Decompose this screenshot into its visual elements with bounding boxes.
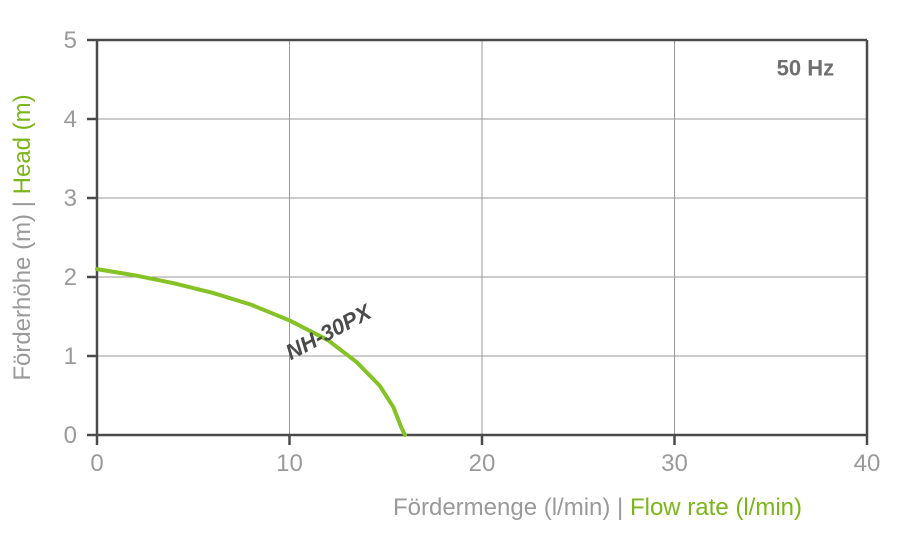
svg-text:1: 1 [64, 343, 77, 370]
svg-text:30: 30 [661, 450, 688, 477]
svg-text:3: 3 [64, 185, 77, 212]
pump-curve-chart: NH-30PX010203040012345Fördermenge (l/min… [0, 0, 906, 552]
svg-text:4: 4 [64, 106, 77, 133]
svg-text:Fördermenge (l/min) | Flow r: Fördermenge (l/min) | Flow rate (l/min) [393, 494, 802, 521]
svg-text:5: 5 [64, 27, 77, 54]
svg-text:0: 0 [90, 450, 103, 477]
svg-text:20: 20 [469, 450, 496, 477]
svg-text:40: 40 [854, 450, 881, 477]
svg-text:Förderhöhe (m) | Head (m): Förderhöhe (m) | Head (m) [9, 94, 36, 380]
svg-text:0: 0 [64, 422, 77, 449]
svg-text:50 Hz: 50 Hz [777, 56, 834, 81]
chart-svg: NH-30PX010203040012345Fördermenge (l/min… [0, 0, 906, 552]
svg-text:10: 10 [276, 450, 303, 477]
svg-text:2: 2 [64, 264, 77, 291]
